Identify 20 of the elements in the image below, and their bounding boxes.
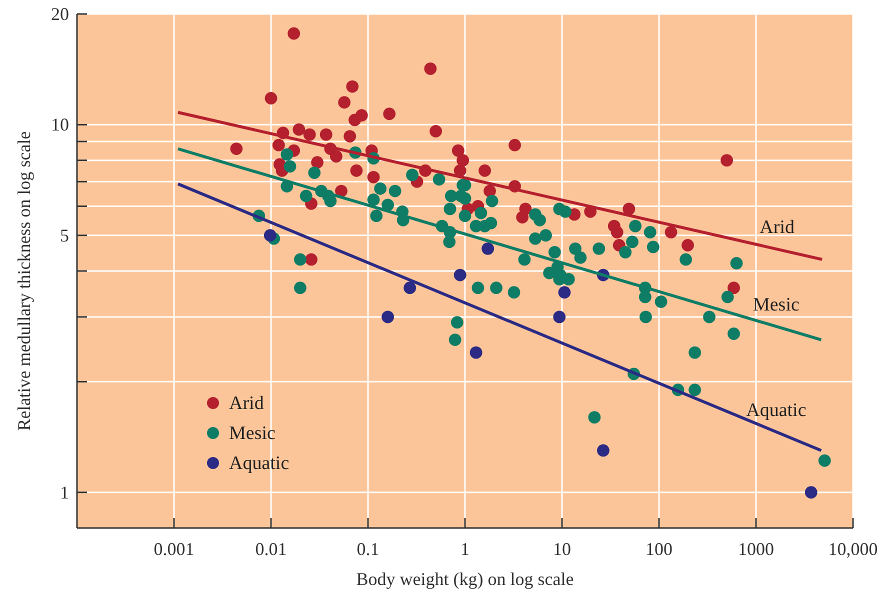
y-tick-label: 20	[51, 4, 69, 24]
x-tick-label: 1	[460, 539, 470, 559]
y-axis-title: Relative medullary thickness on log scale	[14, 131, 34, 431]
x-tick-label: 10	[553, 539, 571, 559]
x-tick-label: 10,000	[828, 539, 878, 559]
x-tick-label: 1000	[738, 539, 774, 559]
x-tick-label: 0.01	[255, 539, 287, 559]
legend-label: Arid	[229, 393, 264, 414]
series-label: Mesic	[752, 294, 800, 316]
legend-label: Mesic	[229, 423, 276, 444]
x-tick-label: 0.1	[356, 539, 380, 559]
x-tick-label: 100	[646, 539, 672, 559]
x-axis-title: Body weight (kg) on log scale	[356, 569, 574, 589]
legend-label: Aquatic	[229, 453, 290, 474]
series-label: Aquatic	[746, 400, 806, 421]
x-tick-label: 0.001	[154, 539, 194, 559]
y-tick-label: 5	[60, 225, 69, 246]
y-tick-label: 10	[51, 114, 69, 135]
series-label: Arid	[760, 217, 795, 238]
y-tick-label: 1	[60, 482, 69, 502]
